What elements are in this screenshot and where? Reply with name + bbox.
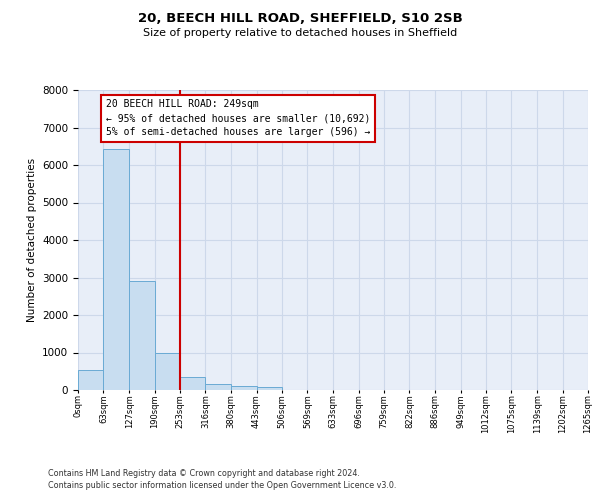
Bar <box>78 370 103 390</box>
Bar <box>129 280 155 390</box>
Bar <box>180 377 205 390</box>
Text: 20, BEECH HILL ROAD, SHEFFIELD, S10 2SB: 20, BEECH HILL ROAD, SHEFFIELD, S10 2SB <box>137 12 463 26</box>
Bar <box>231 386 257 390</box>
Bar <box>155 353 180 390</box>
Y-axis label: Number of detached properties: Number of detached properties <box>26 158 37 322</box>
Bar <box>205 384 231 390</box>
Text: 20 BEECH HILL ROAD: 249sqm
← 95% of detached houses are smaller (10,692)
5% of s: 20 BEECH HILL ROAD: 249sqm ← 95% of deta… <box>106 100 371 138</box>
Text: Contains public sector information licensed under the Open Government Licence v3: Contains public sector information licen… <box>48 481 397 490</box>
Bar <box>257 388 282 390</box>
Text: Size of property relative to detached houses in Sheffield: Size of property relative to detached ho… <box>143 28 457 38</box>
Text: Contains HM Land Registry data © Crown copyright and database right 2024.: Contains HM Land Registry data © Crown c… <box>48 468 360 477</box>
Bar <box>103 149 129 390</box>
